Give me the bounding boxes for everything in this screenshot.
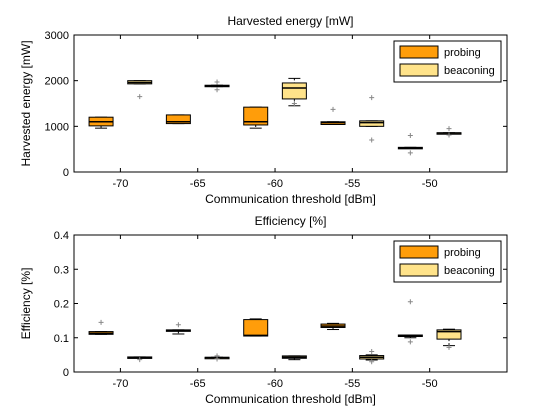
box-beaconing--65 <box>204 353 230 362</box>
box-body <box>243 319 269 337</box>
x-tick-label: -65 <box>190 178 206 190</box>
x-axis-label: Communication threshold [dBm] <box>205 392 376 406</box>
y-tick-label: 0.2 <box>54 299 69 311</box>
box-probing--60 <box>243 106 269 129</box>
legend-swatch-beaconing <box>399 63 439 77</box>
box-beaconing--50 <box>436 328 462 350</box>
box-probing--65 <box>165 322 191 335</box>
legend-label-probing: probing <box>444 247 481 259</box>
x-tick-label: -70 <box>112 178 128 190</box>
legend: probing beaconing <box>393 240 502 283</box>
box-beaconing--70 <box>127 80 153 100</box>
x-tick-label: -60 <box>267 178 283 190</box>
box-probing--55 <box>320 322 346 331</box>
chart-panel-1: Harvested energy [mW] 0 1000 2000 3000 -70 -65… <box>19 14 508 206</box>
outlier-point <box>446 132 452 138</box>
y-tick-label: 1000 <box>45 121 69 133</box>
box-body <box>359 120 385 127</box>
outlier-point <box>369 348 375 354</box>
outlier-point <box>446 344 452 350</box>
box-beaconing--55 <box>359 95 385 143</box>
legend-label-beaconing: beaconing <box>444 265 495 277</box>
x-tick-label: -55 <box>344 378 360 390</box>
box-beaconing--60 <box>281 77 307 107</box>
outlier-point <box>214 79 220 85</box>
x-tick-label: -70 <box>112 378 128 390</box>
box-probing--70 <box>88 319 114 335</box>
chart-title: Harvested energy [mW] <box>227 14 353 28</box>
y-tick-label: 0.4 <box>54 230 69 242</box>
box-beaconing--50 <box>436 126 462 138</box>
box-probing--70 <box>88 116 114 129</box>
box-probing--50 <box>397 299 423 345</box>
outlier-point <box>98 319 104 325</box>
box-probing--60 <box>243 318 269 337</box>
box-probing--55 <box>320 106 346 126</box>
box-beaconing--70 <box>127 356 153 363</box>
x-tick-label: -50 <box>422 378 438 390</box>
y-axis-label: Efficiency [%] <box>19 268 33 340</box>
box-body <box>281 82 307 100</box>
box-body <box>243 106 269 126</box>
x-tick-label: -65 <box>190 378 206 390</box>
y-axis-label: Harvested energy [mW] <box>19 40 33 166</box>
y-tick-label: 3000 <box>45 30 69 42</box>
outlier-point <box>369 95 375 101</box>
y-tick-label: 0.1 <box>54 333 69 345</box>
outlier-point <box>175 322 181 328</box>
legend-label-beaconing: beaconing <box>444 65 495 77</box>
outlier-point <box>407 132 413 138</box>
y-tick-label: 0 <box>63 167 69 179</box>
outlier-point <box>137 94 143 100</box>
y-tick-label: 2000 <box>45 76 69 88</box>
outlier-point <box>214 356 220 362</box>
x-tick-label: -60 <box>267 378 283 390</box>
chart-title: Efficiency [%] <box>255 214 327 228</box>
y-tick-label: 0.3 <box>54 264 69 276</box>
outlier-point <box>407 299 413 305</box>
box-beaconing--65 <box>204 79 230 93</box>
outlier-point <box>369 359 375 365</box>
outlier-point <box>369 137 375 143</box>
legend-label-probing: probing <box>444 47 481 59</box>
chart-panel-2: Efficiency [%] 0 0.1 0.2 0.3 0.4 -70 -65 -60 -55 -… <box>19 214 508 406</box>
outlier-point <box>330 106 336 112</box>
outlier-point <box>407 150 413 156</box>
x-tick-label: -50 <box>422 178 438 190</box>
box-body <box>165 114 191 125</box>
outlier-point <box>446 126 452 132</box>
box-probing--65 <box>165 114 191 125</box>
outlier-point <box>214 87 220 93</box>
legend-swatch-beaconing <box>399 263 439 277</box>
x-axis-label: Communication threshold [dBm] <box>205 192 376 206</box>
box-beaconing--55 <box>359 348 385 365</box>
box-probing--50 <box>397 132 423 156</box>
legend: probing beaconing <box>393 40 502 83</box>
x-tick-label: -55 <box>344 178 360 190</box>
outlier-point <box>291 101 297 106</box>
legend-swatch-probing <box>399 245 439 259</box>
y-tick-label: 0 <box>63 367 69 379</box>
outlier-point <box>137 357 143 363</box>
legend-swatch-probing <box>399 45 439 59</box>
outlier-point <box>407 339 413 345</box>
box-body <box>436 329 462 340</box>
box-beaconing--60 <box>281 355 307 361</box>
